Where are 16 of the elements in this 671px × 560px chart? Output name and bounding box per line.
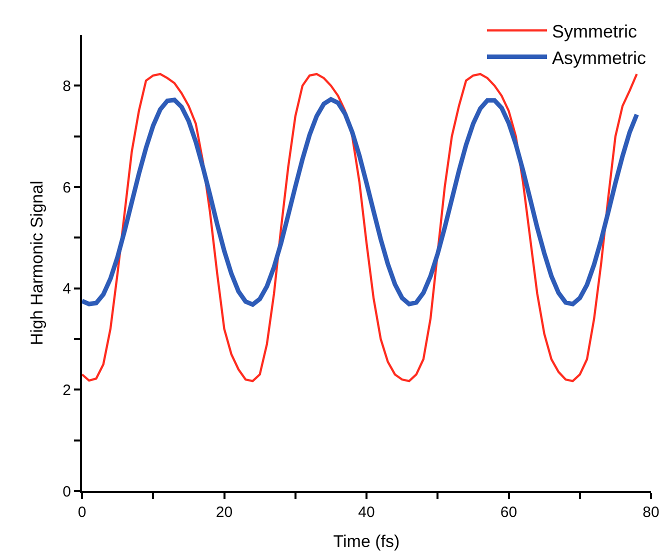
x-tick-label: 80 bbox=[642, 504, 660, 521]
legend-label: Symmetric bbox=[552, 21, 637, 42]
y-tick-label: 0 bbox=[62, 483, 71, 500]
legend-label: Asymmetric bbox=[552, 48, 646, 68]
y-tick-label: 2 bbox=[62, 382, 71, 399]
x-tick-label: 20 bbox=[216, 504, 233, 521]
x-tick-label: 40 bbox=[358, 504, 375, 521]
x-tick-label: 60 bbox=[500, 504, 518, 521]
x-axis-title: Time (fs) bbox=[333, 532, 400, 551]
y-tick-label: 4 bbox=[62, 280, 71, 298]
line-series bbox=[82, 72, 638, 382]
y-tick-label: 8 bbox=[62, 78, 71, 95]
x-tick-label: 0 bbox=[78, 504, 86, 521]
y-tick-label: 6 bbox=[62, 179, 71, 196]
y-axis-title: High Harmonic Signal bbox=[28, 180, 47, 346]
line-series bbox=[82, 97, 640, 307]
